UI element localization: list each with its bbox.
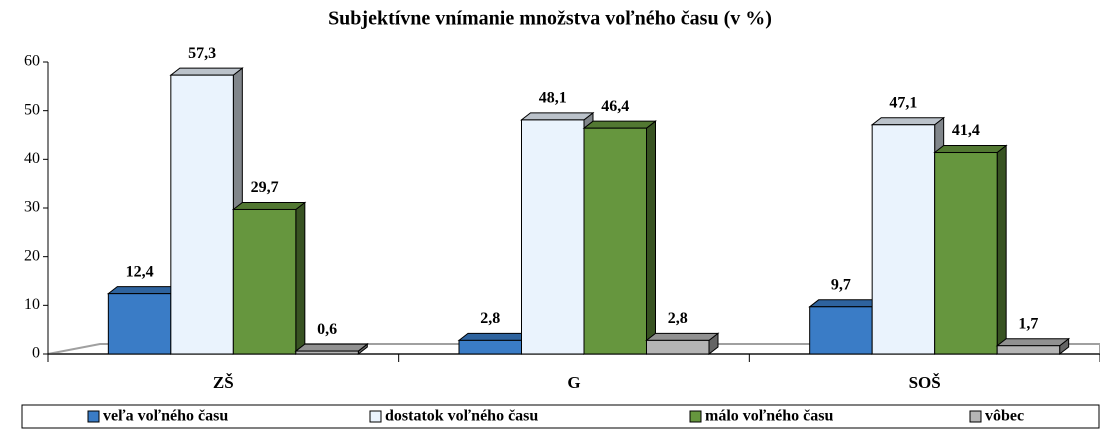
y-tick-label: 30 [24,199,40,216]
y-tick-label: 60 [24,53,40,70]
bar-side [646,120,656,356]
value-label: 9,7 [831,276,851,293]
bar-top [870,117,946,126]
value-label: 48,1 [539,90,567,107]
legend-label: veľa voľného času [103,408,228,425]
x-tick-label: G [567,373,580,392]
legend-box [21,404,1100,429]
legend-swatch [87,410,100,423]
bar-top [933,145,1008,154]
bar-top [457,332,532,341]
bar-side [996,144,1007,356]
bar-top [808,299,883,308]
value-label: 2,8 [480,310,500,327]
value-label: 1,7 [1018,315,1038,332]
legend-label: dostatok voľného času [385,408,538,425]
bar [170,74,234,355]
value-label: 57,3 [188,45,216,62]
y-tick-label: 50 [24,101,40,118]
value-label: 47,1 [889,94,917,111]
value-label: 29,7 [251,179,279,196]
value-label: 12,4 [126,263,154,280]
bar [458,339,522,355]
bar-top [231,201,307,210]
bar-top [169,67,244,76]
bar-top [520,112,595,121]
legend-swatch [689,410,702,423]
x-tick-label: ZŠ [213,373,234,392]
y-tick-label: 20 [24,247,40,264]
bar [295,350,359,355]
legend-swatch [969,410,982,423]
y-tick-label: 10 [24,296,40,313]
value-label: 46,4 [601,98,629,115]
y-tick-label: 40 [24,150,40,167]
bar-side [295,201,306,356]
bar [871,124,936,355]
bar [646,339,710,355]
y-tick-label: 0 [32,345,40,362]
bar [934,152,998,355]
legend-label: vôbec [985,408,1024,425]
bar [996,345,1061,355]
value-label: 41,4 [952,122,980,139]
bar [107,293,172,355]
bar-top [645,332,720,341]
value-label: 0,6 [317,321,337,338]
bar-top [294,343,369,352]
chart-title: Subjektívne vnímanie množstva voľného ča… [328,8,772,30]
bar-top [106,286,182,295]
bar [232,208,297,355]
x-tick-label: SOŠ [909,373,941,392]
bar [809,306,873,355]
bar [521,119,585,355]
bar-top [995,338,1071,347]
legend-label: málo voľného času [705,408,834,425]
legend-swatch [369,410,382,423]
bar-top [582,120,657,129]
value-label: 2,8 [668,310,688,327]
bar [583,127,647,355]
